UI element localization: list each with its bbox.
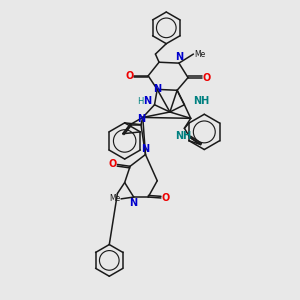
Text: O: O (203, 73, 211, 82)
Text: NH: NH (176, 131, 192, 141)
Text: NH: NH (194, 96, 210, 106)
Text: H: H (137, 97, 144, 106)
Text: N: N (129, 198, 137, 208)
Text: Me: Me (194, 50, 206, 58)
Text: N: N (153, 84, 161, 94)
Text: N: N (141, 144, 149, 154)
Text: O: O (125, 71, 133, 81)
Text: N: N (143, 96, 151, 106)
Text: O: O (161, 193, 169, 203)
Text: N: N (175, 52, 184, 62)
Text: O: O (109, 160, 117, 170)
Text: N: N (137, 114, 145, 124)
Text: Me: Me (109, 194, 120, 203)
